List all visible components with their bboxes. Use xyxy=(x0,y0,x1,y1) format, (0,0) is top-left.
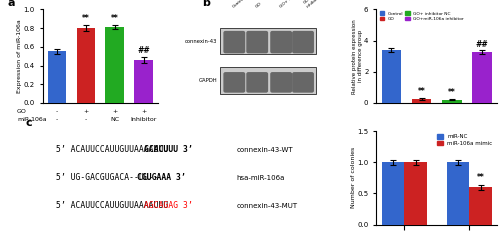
Text: b: b xyxy=(202,0,210,8)
Text: CGUGAAA 3’: CGUGAAA 3’ xyxy=(137,173,186,182)
Bar xyxy=(442,99,462,103)
Text: +: + xyxy=(141,109,146,114)
Bar xyxy=(472,52,492,103)
Bar xyxy=(220,67,316,94)
Text: Control: Control xyxy=(232,0,247,8)
Text: c: c xyxy=(26,118,32,128)
FancyBboxPatch shape xyxy=(270,72,292,93)
Text: 5’ ACAUUCCAUUGUUAAAAUUU: 5’ ACAUUCCAUUGUUAAAAUUU xyxy=(56,145,168,154)
Y-axis label: Number of colonies: Number of colonies xyxy=(351,147,356,208)
Bar xyxy=(412,99,432,103)
Text: hsa-miR-106a: hsa-miR-106a xyxy=(236,175,284,181)
Y-axis label: Relative protein expression
in difference group: Relative protein expression in differenc… xyxy=(352,19,362,94)
Text: -: - xyxy=(56,117,58,122)
Text: NC: NC xyxy=(110,117,120,122)
FancyBboxPatch shape xyxy=(224,72,245,93)
Text: ##: ## xyxy=(476,40,488,48)
Bar xyxy=(48,51,66,103)
Bar xyxy=(404,162,427,225)
Text: +: + xyxy=(84,109,88,114)
Text: **: ** xyxy=(82,14,90,23)
Text: connexin-43-WT: connexin-43-WT xyxy=(236,147,293,153)
Y-axis label: Expression of miR-106a: Expression of miR-106a xyxy=(17,19,22,93)
Bar xyxy=(106,27,124,103)
Bar xyxy=(76,28,96,103)
Text: -: - xyxy=(85,117,87,122)
Bar xyxy=(382,162,404,225)
Text: +: + xyxy=(112,109,117,114)
Text: 5’ UG-GACGUGACA--UU--: 5’ UG-GACGUGACA--UU-- xyxy=(56,173,158,182)
Text: Inhibitor: Inhibitor xyxy=(130,117,157,122)
Text: AGCAGAG 3’: AGCAGAG 3’ xyxy=(144,201,193,210)
FancyBboxPatch shape xyxy=(224,31,245,53)
Text: connexin-43: connexin-43 xyxy=(185,39,217,44)
Text: GO+miR-106a
inhibitor: GO+miR-106a inhibitor xyxy=(303,0,332,8)
Text: miR-106a: miR-106a xyxy=(17,117,46,122)
FancyBboxPatch shape xyxy=(292,72,314,93)
Text: GCACUUU 3’: GCACUUU 3’ xyxy=(144,145,193,154)
Text: **: ** xyxy=(111,14,118,23)
FancyBboxPatch shape xyxy=(246,72,268,93)
Bar xyxy=(134,60,153,103)
FancyBboxPatch shape xyxy=(270,31,292,53)
Text: 5’ ACAUUCCAUUGUUAAAAUUU: 5’ ACAUUCCAUUGUUAAAAUUU xyxy=(56,201,168,210)
Text: a: a xyxy=(8,0,16,8)
Text: -: - xyxy=(56,109,58,114)
Text: **: ** xyxy=(418,87,426,96)
Text: ##: ## xyxy=(137,46,150,55)
Text: connexin-43-MUT: connexin-43-MUT xyxy=(236,203,298,209)
FancyBboxPatch shape xyxy=(292,31,314,53)
Text: GO: GO xyxy=(255,1,263,8)
Text: GAPDH: GAPDH xyxy=(198,78,217,83)
Bar xyxy=(220,28,316,54)
Text: GO: GO xyxy=(17,109,27,114)
Text: **: ** xyxy=(448,88,456,97)
Legend: Control, GO, GO+ inhibitor NC, GO+miR-106a inhibitor: Control, GO, GO+ inhibitor NC, GO+miR-10… xyxy=(378,10,466,23)
Bar xyxy=(446,162,469,225)
Bar xyxy=(469,187,492,225)
Text: GO+ inhibitor NC: GO+ inhibitor NC xyxy=(279,0,310,8)
Legend: miR-NC, miR-106a mimic: miR-NC, miR-106a mimic xyxy=(435,132,494,148)
Bar xyxy=(382,50,401,103)
Text: **: ** xyxy=(476,173,484,182)
FancyBboxPatch shape xyxy=(246,31,268,53)
